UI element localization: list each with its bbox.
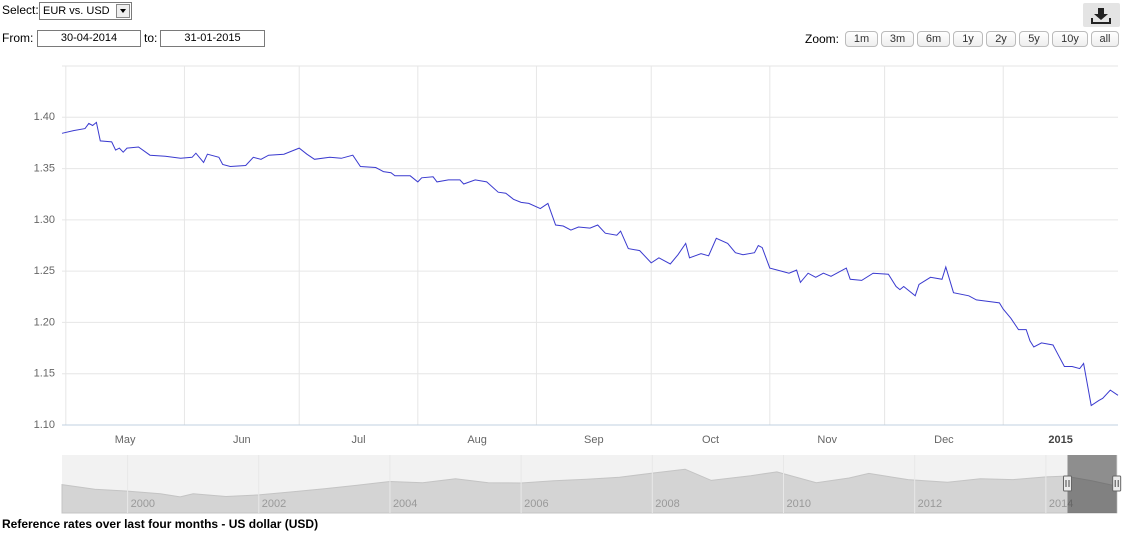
zoom-button[interactable]: 2y (986, 31, 1016, 47)
download-button[interactable] (1083, 3, 1120, 27)
navigator-handle (1062, 475, 1072, 492)
x-tick-label: Nov (817, 434, 837, 446)
zoom-button[interactable]: 6m (917, 31, 950, 47)
navigator-selection (1067, 455, 1117, 513)
y-tick-label: 1.10 (34, 419, 55, 431)
x-tick-label: Aug (467, 434, 487, 446)
y-tick-label: 1.20 (34, 316, 55, 328)
currency-select[interactable]: EUR vs. USD (39, 2, 132, 20)
navigator-tick-label: 2010 (786, 498, 810, 510)
y-tick-label: 1.25 (34, 265, 55, 277)
navigator-tick-label: 2008 (655, 498, 679, 510)
navigator-tick-label: 2012 (918, 498, 942, 510)
navigator-area (61, 468, 1118, 514)
caption: Reference rates over last four months - … (2, 517, 319, 531)
navigator-tick-label: 2004 (393, 498, 417, 510)
zoom-button[interactable]: 1m (845, 31, 878, 47)
to-input[interactable]: 31-01-2015 (160, 30, 265, 47)
y-tick-label: 1.40 (34, 111, 55, 123)
from-label: From: (2, 31, 34, 45)
navigator-tick-label: 2002 (262, 498, 286, 510)
series-line (61, 121, 1119, 407)
x-tick-label: May (115, 434, 136, 446)
x-tick-label: 2015 (1048, 434, 1072, 446)
download-icon (1091, 8, 1111, 24)
navigator-tick-label: 2000 (131, 498, 155, 510)
zoom-button[interactable]: 5y (1019, 31, 1049, 47)
x-tick-label: Jul (351, 434, 365, 446)
x-tick-label: Sep (584, 434, 604, 446)
to-label: to: (144, 31, 158, 45)
zoom-button[interactable]: 10y (1052, 31, 1088, 47)
arrow-icon (120, 9, 126, 13)
x-tick-label: Jun (233, 434, 251, 446)
zoom-label: Zoom: (805, 32, 840, 46)
navigator-tick-label: 2006 (524, 498, 548, 510)
x-tick-label: Oct (702, 434, 719, 446)
zoom-button[interactable]: 3m (881, 31, 914, 47)
navigator-tick-label: 2014 (1049, 498, 1073, 510)
zoom-button[interactable]: all (1091, 31, 1119, 47)
currency-value: EUR vs. USD (43, 5, 110, 17)
y-tick-label: 1.30 (34, 214, 55, 226)
select-label: Select: (2, 3, 39, 17)
y-tick-label: 1.15 (34, 368, 55, 380)
from-input[interactable]: 30-04-2014 (37, 30, 141, 47)
zoom-button[interactable]: 1y (953, 31, 983, 47)
y-tick-label: 1.35 (34, 162, 55, 174)
navigator-handle (1112, 475, 1122, 492)
dropdown-arrow[interactable] (116, 4, 130, 18)
x-tick-label: Dec (934, 434, 954, 446)
